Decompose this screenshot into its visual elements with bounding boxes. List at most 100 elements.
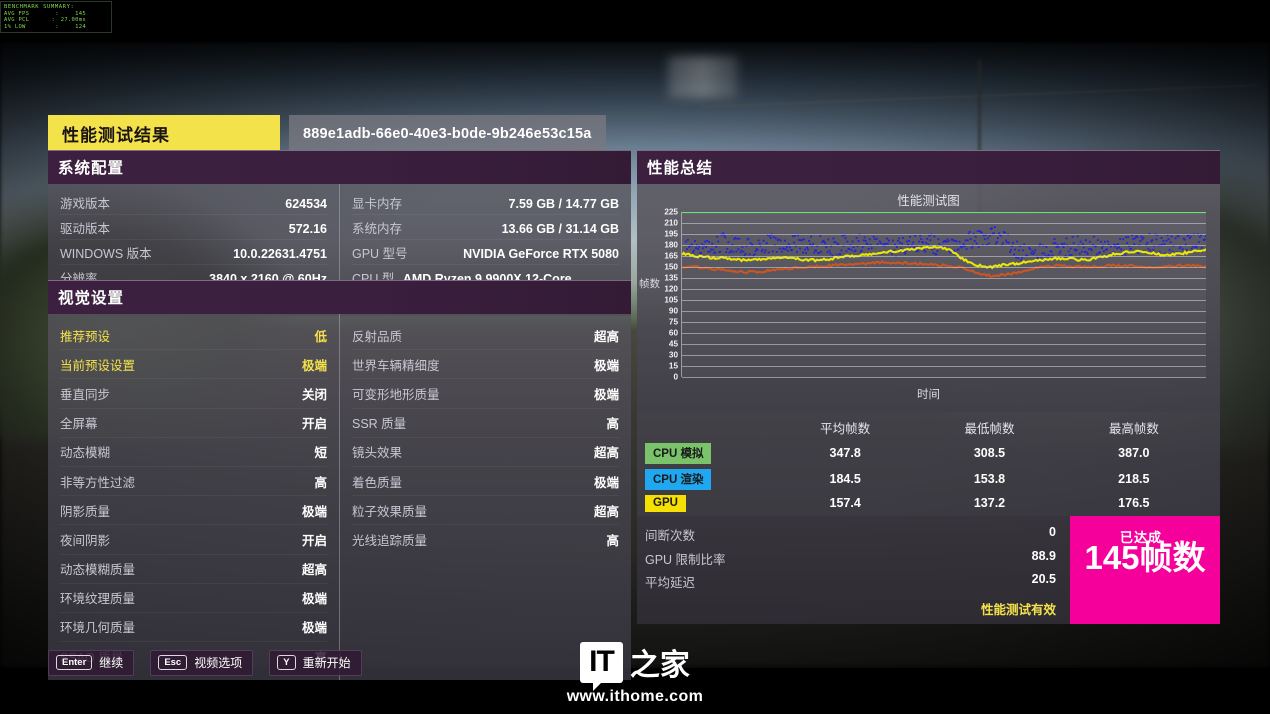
chart-scatter-point	[848, 248, 851, 250]
setting-value: 短	[314, 446, 327, 461]
chart-scatter-point	[739, 251, 742, 254]
setting-value: 超高	[593, 504, 619, 519]
row-value: 624534	[285, 196, 327, 211]
benchmark-chart: 性能测试图 帧数 225 210 195 180 165 150 135 120 105 90 75…	[637, 184, 1220, 412]
setting-key: 推荐预设	[60, 329, 111, 344]
chart-scatter-point	[955, 240, 958, 243]
chart-gridline	[682, 366, 1206, 367]
chart-scatter-point	[1016, 240, 1019, 243]
chart-scatter-point	[801, 238, 803, 241]
chart-scatter-point	[794, 234, 796, 237]
chart-scatter-point	[762, 239, 765, 242]
chart-scatter-point	[857, 240, 860, 242]
chart-scatter-point	[734, 236, 737, 239]
chart-scatter-point	[928, 234, 931, 237]
chart-scatter-point	[1198, 235, 1201, 238]
chart-scatter-point	[818, 252, 821, 254]
chart-scatter-point	[742, 250, 745, 253]
hud-separator: :	[55, 10, 59, 17]
chart-scatter-point	[1140, 235, 1143, 238]
chart-scatter-point	[747, 237, 750, 240]
chart-scatter-point	[841, 234, 844, 237]
chart-gridline	[682, 245, 1206, 246]
chart-scatter-point	[958, 240, 961, 243]
chart-scatter-point	[829, 252, 832, 255]
chart-line-3	[682, 262, 1206, 277]
chart-scatter-point	[1204, 235, 1206, 237]
chart-scatter-point	[740, 249, 743, 252]
stat-value-avg: 157.4	[829, 496, 861, 510]
chart-scatter-point	[977, 246, 980, 248]
chart-scatter-point	[1118, 246, 1120, 249]
chart-scatter-point	[1179, 245, 1182, 248]
chart-scatter-point	[1084, 239, 1087, 242]
hud-row-avg-pcl: AVG PCL : 27.00ms	[4, 17, 108, 24]
chart-scatter-point	[973, 240, 976, 242]
chart-scatter-point	[806, 246, 809, 249]
legend-chip: CPU 模拟	[645, 442, 712, 464]
chart-scatter-point	[850, 249, 853, 252]
setting-key: 当前预设设置	[60, 358, 136, 373]
system-config-heading: 系统配置	[48, 150, 631, 184]
chart-scatter-point	[898, 237, 900, 240]
chart-scatter-point	[1030, 252, 1033, 255]
visual-settings-column-right: 反射品质 超高 世界车辆精细度 极端 可变形地形质量 极端 SSR 质量高 镜头效果超…	[339, 314, 631, 681]
chart-scatter-point	[792, 235, 794, 238]
setting-row: 可变形地形质量 极端	[352, 379, 619, 409]
chart-scatter-point	[693, 249, 695, 252]
extra-stats-list: 间断次数 0 GPU 限制比率 88.9 平均延迟 20.5 性能测试有效	[637, 516, 1070, 625]
setting-key: 垂直同步	[60, 387, 111, 402]
watermark-logo: IT 之家	[580, 642, 690, 691]
chart-scatter-point	[861, 246, 864, 249]
chart-scatter-point	[1178, 247, 1181, 250]
chart-scatter-point	[1075, 249, 1078, 251]
chart-scatter-point	[879, 242, 882, 245]
chart-scatter-point	[1057, 245, 1060, 248]
setting-value: 开启	[301, 533, 327, 548]
chart-scatter-point	[852, 246, 855, 248]
chart-scatter-point	[686, 248, 688, 251]
chart-scatter-point	[1009, 251, 1011, 253]
chart-scatter-point	[694, 240, 696, 242]
performance-footer: 间断次数 0 GPU 限制比率 88.9 平均延迟 20.5 性能测试有效 已达…	[637, 516, 1220, 625]
chart-scatter-point	[827, 238, 830, 241]
chart-scatter-point	[1137, 252, 1140, 255]
chart-scatter-point	[929, 239, 932, 242]
setting-row: 推荐预设 低	[60, 321, 327, 351]
chart-scatter-point	[1041, 252, 1044, 255]
chart-scatter-point	[1079, 240, 1082, 243]
chart-scatter-point	[1062, 246, 1065, 248]
table-row: 游戏版本 624534	[60, 190, 327, 215]
setting-key: 镜头效果	[352, 446, 403, 461]
chart-scatter-point	[906, 240, 908, 243]
hud-title: BENCHMARK SUMMARY:	[4, 4, 75, 10]
row-key: 游戏版本	[60, 196, 111, 211]
chart-scatter-point	[873, 238, 876, 241]
chart-scatter-point	[782, 248, 785, 250]
chart-scatter-point	[976, 230, 979, 232]
chart-x-axis-label: 时间	[917, 389, 940, 401]
chart-scatter-point	[702, 247, 705, 250]
chart-scatter-point	[785, 246, 788, 248]
chart-scatter-point	[1100, 247, 1103, 249]
watermark-brand-en: IT	[580, 642, 623, 691]
chart-scatter-point	[1050, 250, 1053, 253]
chart-scatter-point	[717, 240, 720, 243]
chart-scatter-point	[753, 253, 756, 255]
chart-scatter-point	[1170, 235, 1173, 238]
chart-y-tick: 210	[664, 218, 678, 228]
chart-scatter-point	[1188, 237, 1191, 240]
chart-scatter-point	[741, 245, 744, 248]
chart-scatter-point	[706, 240, 709, 242]
setting-key: 阴影质量	[60, 504, 111, 519]
hud-row-avg-fps: AVG FPS : 145	[4, 11, 108, 18]
chart-scatter-point	[1022, 249, 1025, 252]
chart-scatter-point	[899, 241, 901, 244]
chart-scatter-point	[926, 237, 929, 240]
chart-scatter-point	[705, 246, 708, 248]
chart-scatter-point	[970, 246, 973, 249]
chart-y-tick: 75	[668, 317, 678, 327]
chart-scatter-point	[708, 241, 711, 243]
chart-scatter-point	[964, 239, 967, 242]
watermark-url: www.ithome.com	[566, 688, 704, 705]
